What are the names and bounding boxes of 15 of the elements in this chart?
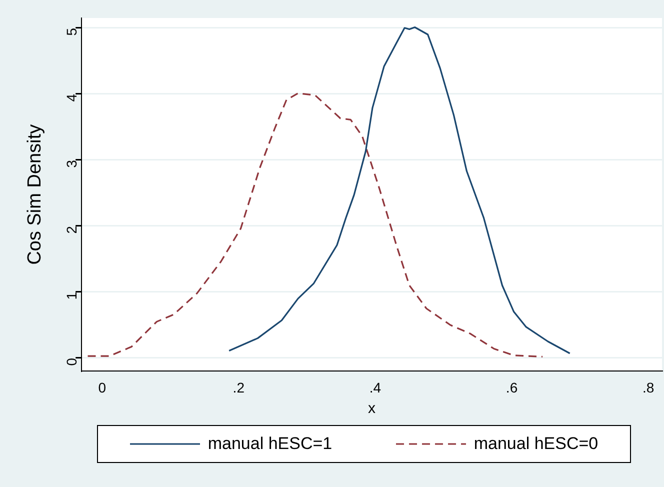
y-tick-label: 0 — [63, 358, 80, 366]
y-tick-label: 5 — [63, 28, 80, 36]
x-tick-label: .6 — [506, 379, 518, 396]
y-tick-label: 2 — [63, 226, 80, 234]
y-tick-label: 4 — [63, 94, 80, 102]
x-tick-label: .8 — [642, 379, 654, 396]
y-axis-title: Cos Sim Density — [24, 124, 46, 265]
x-axis-title: x — [368, 400, 376, 418]
legend-label: manual hESC=1 — [208, 434, 332, 454]
x-tick-label: 0 — [98, 379, 106, 396]
y-tick-label: 3 — [63, 160, 80, 168]
legend-label: manual hESC=0 — [474, 434, 598, 454]
x-tick-label: .2 — [232, 379, 245, 396]
y-tick-label: 1 — [63, 292, 80, 300]
x-tick-label: .4 — [369, 379, 382, 396]
